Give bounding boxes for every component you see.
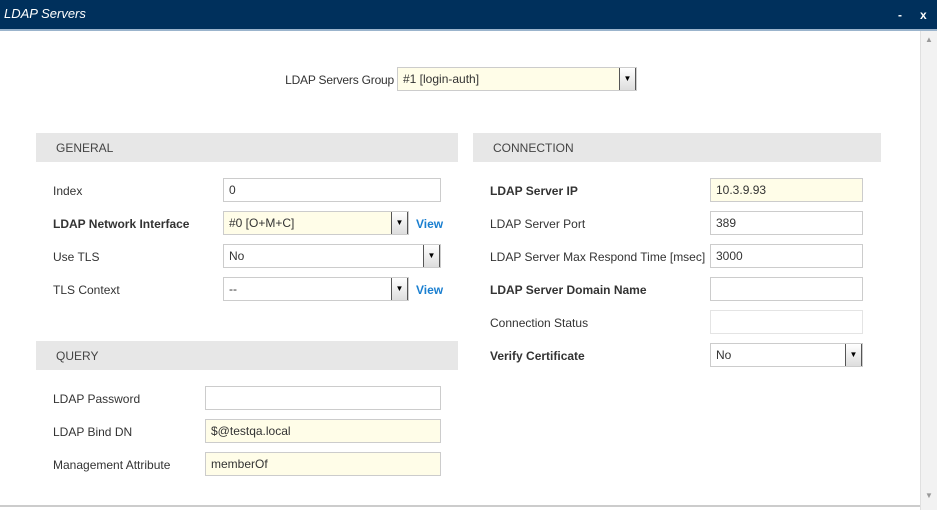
- scroll-up-icon[interactable]: ▲: [925, 35, 933, 44]
- chevron-down-icon[interactable]: ▼: [391, 212, 408, 234]
- chevron-down-icon[interactable]: ▼: [845, 344, 862, 366]
- tls-context-value: --: [229, 282, 237, 296]
- domain-name-input[interactable]: [710, 277, 863, 301]
- network-interface-view-link[interactable]: View: [416, 217, 444, 231]
- max-respond-time-label: LDAP Server Max Respond Time [msec]: [490, 250, 706, 264]
- bind-dn-input[interactable]: $@testqa.local: [205, 419, 441, 443]
- scrollbar[interactable]: ▲ ▼: [920, 31, 937, 510]
- verify-certificate-select[interactable]: No ▼: [710, 343, 863, 367]
- server-ip-label: LDAP Server IP: [490, 184, 578, 198]
- index-input[interactable]: 0: [223, 178, 441, 202]
- verify-certificate-value: No: [716, 348, 732, 362]
- ldap-password-input[interactable]: [205, 386, 441, 410]
- management-attribute-label: Management Attribute: [53, 458, 171, 472]
- tls-context-view-link[interactable]: View: [416, 283, 444, 297]
- domain-name-label: LDAP Server Domain Name: [490, 283, 647, 297]
- network-interface-select[interactable]: #0 [O+M+C] ▼: [223, 211, 409, 235]
- servers-group-label: LDAP Servers Group: [285, 73, 394, 87]
- minimize-button[interactable]: -: [898, 8, 902, 22]
- server-port-label: LDAP Server Port: [490, 217, 586, 231]
- tls-context-select[interactable]: -- ▼: [223, 277, 409, 301]
- connection-status-label: Connection Status: [490, 316, 589, 330]
- query-section-header: QUERY: [36, 341, 458, 370]
- index-label: Index: [53, 184, 83, 198]
- use-tls-select[interactable]: No ▼: [223, 244, 441, 268]
- tls-context-label: TLS Context: [53, 283, 120, 297]
- servers-group-value: #1 [login-auth]: [403, 72, 480, 86]
- chevron-down-icon[interactable]: ▼: [423, 245, 440, 267]
- connection-section-header: CONNECTION: [473, 133, 881, 162]
- verify-certificate-label: Verify Certificate: [490, 349, 585, 363]
- bottom-divider: [0, 505, 920, 507]
- network-interface-label: LDAP Network Interface: [53, 217, 190, 231]
- use-tls-label: Use TLS: [53, 250, 100, 264]
- network-interface-value: #0 [O+M+C]: [229, 216, 295, 230]
- use-tls-value: No: [229, 249, 245, 263]
- management-attribute-input[interactable]: memberOf: [205, 452, 441, 476]
- title-bar: LDAP Servers - x: [0, 0, 937, 31]
- bind-dn-label: LDAP Bind DN: [53, 425, 133, 439]
- server-ip-input[interactable]: 10.3.9.93: [710, 178, 863, 202]
- server-port-input[interactable]: 389: [710, 211, 863, 235]
- window-title: LDAP Servers: [4, 6, 86, 21]
- general-section-header: GENERAL: [36, 133, 458, 162]
- scroll-down-icon[interactable]: ▼: [925, 491, 933, 500]
- max-respond-time-input[interactable]: 3000: [710, 244, 863, 268]
- chevron-down-icon[interactable]: ▼: [619, 68, 636, 90]
- connection-status-field: [710, 310, 863, 334]
- chevron-down-icon[interactable]: ▼: [391, 278, 408, 300]
- ldap-password-label: LDAP Password: [53, 392, 141, 406]
- close-button[interactable]: x: [920, 8, 927, 22]
- servers-group-select[interactable]: #1 [login-auth] ▼: [397, 67, 637, 91]
